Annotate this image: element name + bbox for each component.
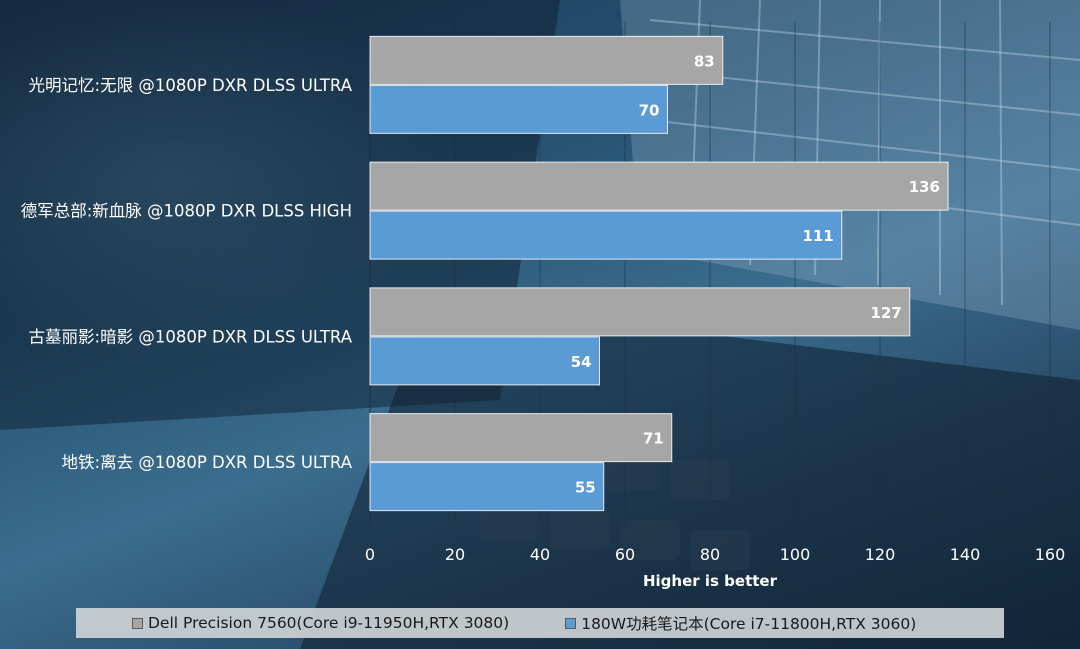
bars	[369, 35, 949, 512]
bar-chart: 0 20 40 60 80 100 120 140 160 光明记忆:无限 @1080P DXR …	[21, 22, 1066, 590]
data-label: 54	[571, 353, 592, 371]
category-label: 光明记忆:无限 @1080P DXR DLSS ULTRA	[29, 76, 353, 95]
bar-series-2	[369, 462, 605, 512]
x-tick-label: 80	[700, 545, 720, 564]
x-tick-label: 140	[950, 545, 981, 564]
bar-series-2	[369, 84, 668, 134]
bar-series-2	[369, 336, 600, 386]
labels: 0 20 40 60 80 100 120 140 160 光明记忆:无限 @1080P DXR …	[21, 52, 1066, 564]
legend-swatch-blue	[565, 617, 577, 629]
data-label: 70	[639, 101, 660, 119]
data-label: 55	[575, 479, 596, 497]
bar-series-1	[369, 413, 673, 463]
x-tick-label: 40	[530, 545, 550, 564]
data-label: 83	[694, 52, 715, 70]
bar-series-2	[369, 210, 843, 260]
x-tick-label: 60	[615, 545, 635, 564]
bar-series-1	[369, 287, 911, 337]
x-axis-title: Higher is better	[643, 572, 778, 590]
data-label: 127	[870, 304, 901, 322]
x-tick-label: 0	[365, 545, 375, 564]
legend-label-series-1: Dell Precision 7560(Core i9-11950H,RTX 3…	[148, 614, 510, 632]
category-label: 古墓丽影:暗影 @1080P DXR DLSS ULTRA	[29, 327, 353, 346]
bar-series-1	[369, 161, 949, 211]
bar-series-1	[369, 35, 724, 85]
legend-item-series-1: Dell Precision 7560(Core i9-11950H,RTX 3…	[132, 614, 509, 632]
x-tick-label: 100	[780, 545, 811, 564]
category-label: 地铁:离去 @1080P DXR DLSS ULTRA	[62, 453, 353, 472]
legend-swatch-gray	[132, 617, 143, 629]
data-label: 71	[643, 430, 664, 448]
x-tick-label: 20	[445, 545, 465, 564]
category-label: 德军总部:新血脉 @1080P DXR DLSS HIGH	[21, 202, 352, 221]
x-tick-label: 160	[1035, 545, 1066, 564]
legend-label-series-2: 180W功耗笔记本(Core i7-11800H,RTX 3060)	[581, 615, 917, 633]
data-label: 111	[802, 227, 833, 245]
x-tick-label: 120	[865, 545, 896, 564]
legend: Dell Precision 7560(Core i9-11950H,RTX 3…	[76, 608, 1004, 638]
legend-item-series-2: 180W功耗笔记本(Core i7-11800H,RTX 3060)	[565, 612, 916, 634]
data-label: 136	[909, 178, 940, 196]
